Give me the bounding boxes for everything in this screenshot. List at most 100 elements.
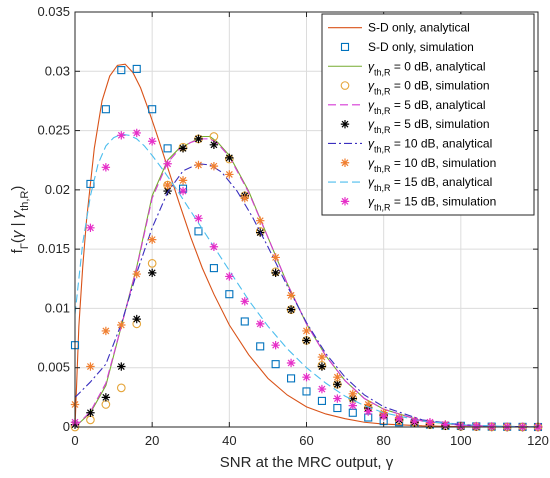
series-line: [74, 63, 539, 428]
legend-label-subscript: th,R: [374, 183, 391, 193]
data-point: [209, 140, 219, 149]
data-point: [287, 374, 296, 383]
data-point-shape: [425, 418, 435, 427]
legend-label-gamma: γ: [368, 117, 375, 131]
legend-label-rest: = 5 dB, analytical: [391, 98, 486, 112]
data-point: [116, 383, 126, 393]
legend-entry: S-D only, simulation: [340, 40, 474, 54]
y-label-gamma: γ: [9, 229, 26, 238]
data-point: [194, 227, 203, 236]
legend-label-rest: = 0 dB, simulation: [391, 79, 490, 93]
data-point: [286, 305, 296, 314]
data-point-shape: [271, 268, 280, 278]
data-point-shape: [147, 137, 157, 146]
data-point: [86, 179, 95, 188]
x-tick-label: 100: [450, 433, 472, 448]
data-point-shape: [132, 269, 141, 279]
data-point: [425, 418, 435, 427]
data-point-shape: [101, 163, 111, 172]
data-point-shape: [148, 105, 157, 114]
data-point: [209, 132, 219, 141]
legend-label-gamma: γ: [368, 79, 375, 93]
legend-marker-sample-shape: [340, 119, 350, 129]
data-point-shape: [256, 216, 265, 225]
y-tick-label: 0.03: [45, 63, 70, 78]
data-point-shape: [209, 132, 219, 141]
data-point-shape: [147, 235, 157, 244]
legend-label: γth,R = 10 dB, simulation: [368, 156, 496, 174]
x-tick-label: 0: [71, 433, 78, 448]
data-point-shape: [147, 259, 157, 268]
data-point: [117, 320, 126, 330]
x-tick-label: 60: [299, 433, 313, 448]
legend-marker-sample: [340, 81, 350, 90]
data-point: [194, 160, 203, 170]
legend-label-gamma: γ: [368, 98, 375, 112]
data-point: [271, 360, 280, 369]
legend-label: γth,R = 0 dB, simulation: [368, 79, 490, 97]
legend-label: γth,R = 5 dB, analytical: [368, 98, 486, 116]
legend-entry: γth,R = 15 dB, simulation: [340, 194, 497, 212]
data-point-shape: [86, 179, 95, 188]
data-point-shape: [317, 384, 327, 394]
axis-ticks: 0 20 40 60 80 100 120 0 0.005 0.01 0.015 0.02 0.025 0…: [37, 4, 548, 448]
data-point-shape: [302, 373, 311, 382]
data-point: [286, 358, 296, 368]
data-point-shape: [364, 407, 373, 416]
data-point-shape: [147, 268, 157, 278]
data-point: [163, 180, 172, 190]
legend-label: γth,R = 5 dB, simulation: [368, 117, 490, 135]
data-point: [132, 314, 141, 324]
data-point: [333, 380, 342, 389]
data-point-shape: [394, 414, 404, 423]
legend-label-rest: = 15 dB, simulation: [391, 194, 497, 208]
legend-entry: S-D only, analytical: [328, 21, 470, 35]
data-point-shape: [240, 317, 249, 326]
data-point-shape: [178, 186, 188, 196]
legend-label-rest: = 15 dB, analytical: [391, 175, 493, 189]
data-point: [379, 412, 388, 421]
y-tick-label: 0.015: [37, 241, 70, 256]
data-point: [225, 170, 234, 179]
legend-entry: γth,R = 15 dB, analytical: [328, 175, 492, 193]
data-point-shape: [472, 421, 481, 431]
y-tick-label: 0: [63, 419, 70, 434]
x-tick-label: 40: [222, 433, 236, 448]
data-point: [286, 291, 296, 300]
data-point: [348, 401, 357, 410]
data-point-shape: [209, 264, 218, 273]
data-point: [256, 319, 265, 329]
legend-entry: γth,R = 0 dB, analytical: [328, 59, 486, 77]
data-point-shape: [317, 352, 327, 362]
legend-label-subscript: th,R: [374, 87, 391, 97]
data-point-shape: [333, 373, 342, 382]
data-point: [194, 214, 203, 223]
data-point: [147, 259, 157, 268]
data-point-shape: [163, 186, 172, 196]
data-point: [240, 193, 249, 203]
data-point: [132, 64, 141, 73]
data-point: [333, 394, 342, 403]
data-point: [410, 416, 419, 426]
data-point: [101, 105, 110, 114]
data-point-shape: [86, 362, 95, 371]
data-point-shape: [333, 380, 342, 389]
series-6: [74, 163, 539, 428]
data-point: [271, 268, 280, 278]
data-point: [302, 387, 311, 396]
y-tick-label: 0.02: [45, 182, 70, 197]
data-point: [317, 396, 326, 405]
data-point: [117, 362, 126, 371]
y-label-paren: ): [9, 186, 26, 191]
data-point: [148, 105, 157, 114]
data-point-shape: [225, 153, 234, 163]
data-point: [178, 176, 188, 185]
data-point-shape: [163, 180, 172, 190]
data-point-shape: [116, 383, 126, 393]
data-point-shape: [271, 340, 280, 350]
legend-label-gamma: γ: [368, 194, 375, 208]
data-point-shape: [86, 223, 95, 232]
data-point: [394, 414, 404, 423]
legend-entry: γth,R = 5 dB, analytical: [328, 98, 486, 116]
data-point: [240, 317, 249, 326]
